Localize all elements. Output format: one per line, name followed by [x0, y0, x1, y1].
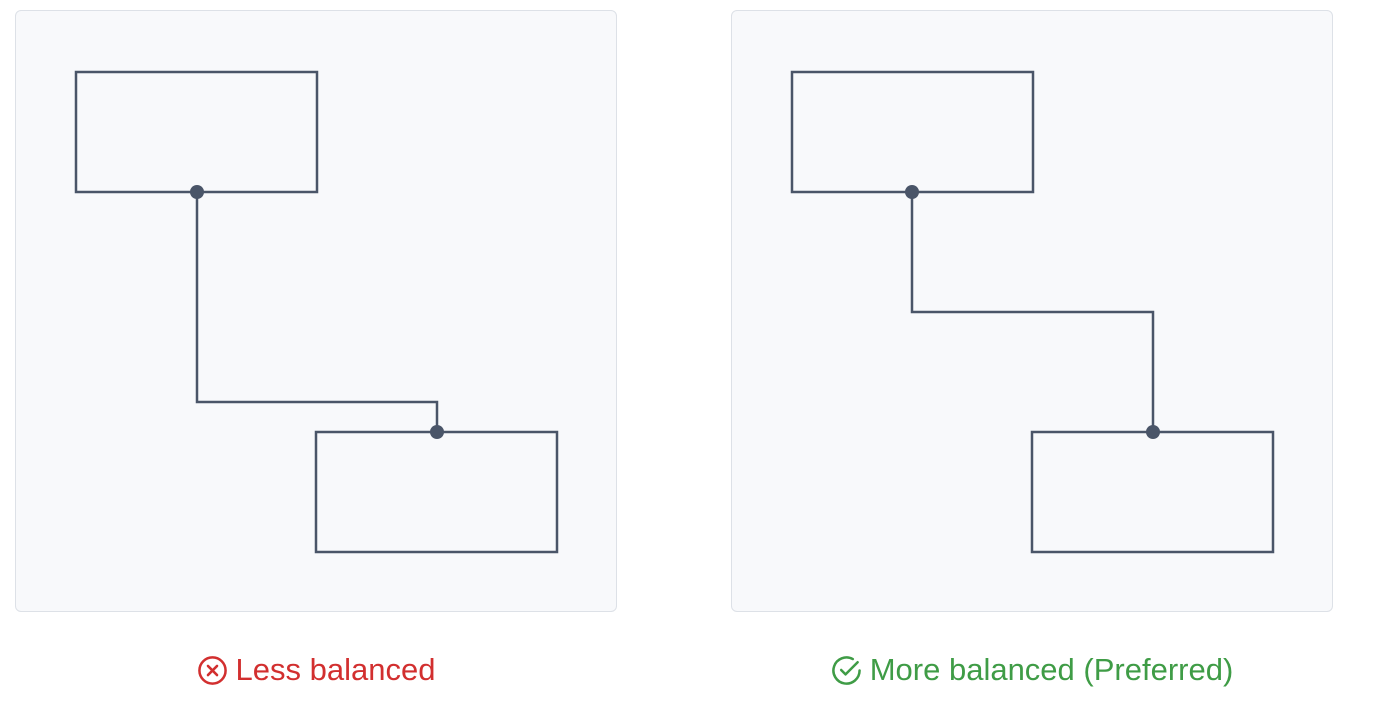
connector-line	[195, 192, 439, 432]
connector-end-dot	[430, 425, 444, 439]
connector-start-dot	[905, 185, 919, 199]
less-balanced-diagram-panel	[15, 10, 617, 612]
less-balanced-diagram	[74, 70, 559, 554]
connector-end-dot	[1146, 425, 1160, 439]
x-circle-icon	[197, 655, 227, 685]
bottom-node	[314, 430, 559, 554]
connector-line	[910, 192, 1155, 432]
more-balanced-caption: More balanced (Preferred)	[731, 650, 1333, 690]
less-balanced-caption: Less balanced	[15, 650, 617, 690]
connector-start-dot	[190, 185, 204, 199]
more-balanced-diagram-panel	[731, 10, 1333, 612]
less-balanced-caption-text: Less balanced	[235, 652, 436, 687]
top-node	[790, 70, 1035, 194]
bottom-node	[1030, 430, 1275, 554]
more-balanced-caption-text: More balanced (Preferred)	[869, 652, 1234, 687]
check-circle-icon	[831, 655, 861, 685]
top-node	[74, 70, 319, 194]
more-balanced-diagram	[790, 70, 1275, 554]
